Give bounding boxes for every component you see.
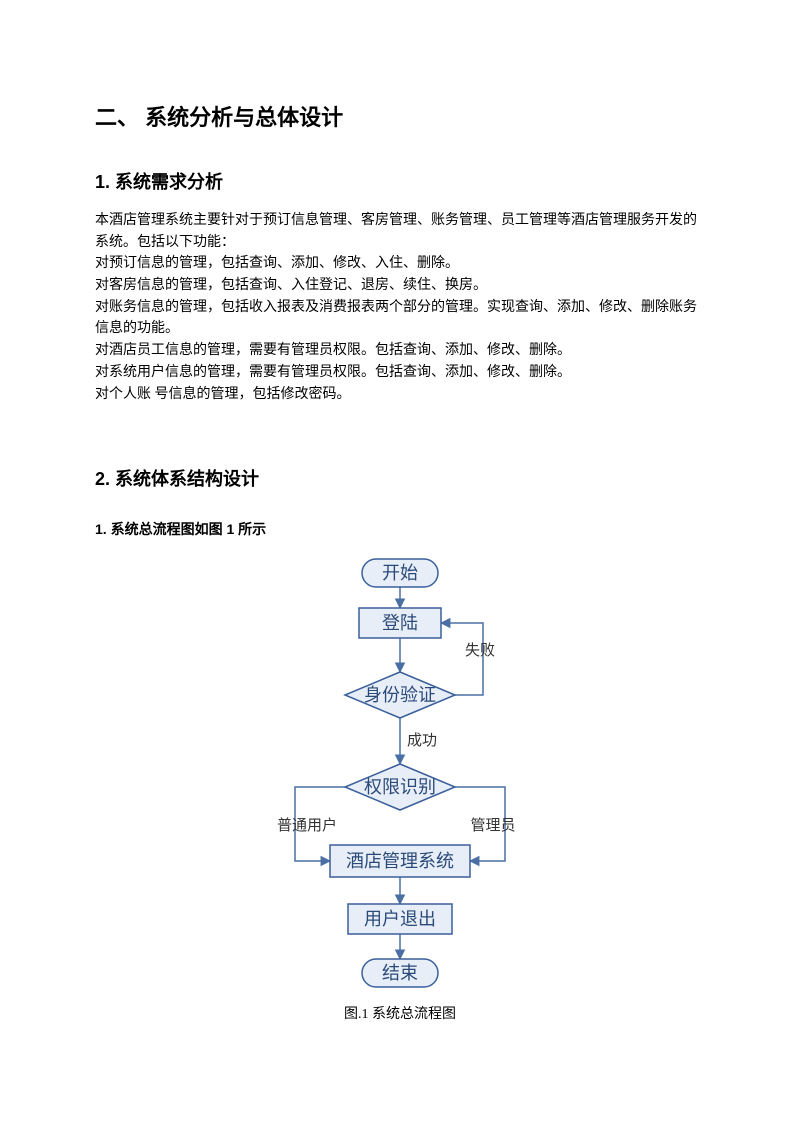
figure-caption: 图.1 系统总流程图 xyxy=(344,1003,456,1023)
flowchart-diagram: 成功 失败管理员 普通用户 开始登陆身份验证权限识别酒店管理系统用户退出结束 xyxy=(265,555,535,995)
node-label-start: 开始 xyxy=(382,563,418,583)
para-3: 对客房信息的管理，包括查询、入住登记、退房、续住、换房。 xyxy=(95,275,705,297)
para-7: 对个人账 号信息的管理，包括修改密码。 xyxy=(95,384,705,406)
para-5: 对酒店员工信息的管理，需要有管理员权限。包括查询、添加、修改、删除。 xyxy=(95,340,705,362)
node-label-auth: 身份验证 xyxy=(364,685,436,705)
edge-label: 管理员 xyxy=(470,817,515,834)
node-label-end: 结束 xyxy=(382,963,418,983)
requirements-text: 本酒店管理系统主要针对于预订信息管理、客房管理、账务管理、员工管理等酒店管理服务… xyxy=(95,210,705,405)
para-4: 对账务信息的管理，包括收入报表及消费报表两个部分的管理。实现查询、添加、修改、删… xyxy=(95,297,705,340)
figure-heading: 1. 系统总流程图如图 1 所示 xyxy=(95,519,705,539)
edge-label: 成功 xyxy=(407,732,437,749)
node-label-login: 登陆 xyxy=(382,613,418,633)
subsection-1-title: 1. 系统需求分析 xyxy=(95,168,705,194)
flowchart-container: 成功 失败管理员 普通用户 开始登陆身份验证权限识别酒店管理系统用户退出结束 图.1 … xyxy=(95,555,705,1023)
node-label-system: 酒店管理系统 xyxy=(346,851,454,871)
edge-auth-login xyxy=(441,623,483,695)
section-title: 二、 系统分析与总体设计 xyxy=(95,100,705,132)
para-1: 本酒店管理系统主要针对于预订信息管理、客房管理、账务管理、员工管理等酒店管理服务… xyxy=(95,210,705,253)
node-label-logout: 用户退出 xyxy=(364,909,436,929)
edge-label: 普通用户 xyxy=(277,817,337,834)
edge-label: 失败 xyxy=(465,642,495,659)
subsection-2-title: 2. 系统体系结构设计 xyxy=(95,465,705,491)
node-label-perm: 权限识别 xyxy=(364,777,436,797)
para-6: 对系统用户信息的管理，需要有管理员权限。包括查询、添加、修改、删除。 xyxy=(95,362,705,384)
para-2: 对预订信息的管理，包括查询、添加、修改、入住、删除。 xyxy=(95,253,705,275)
